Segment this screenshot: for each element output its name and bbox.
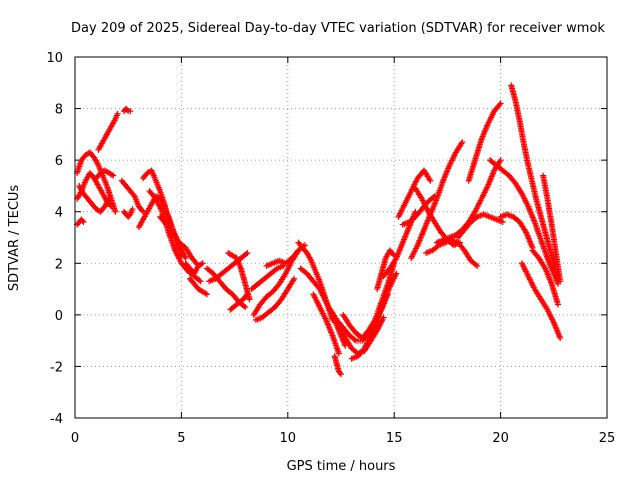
y-tick-label: 8	[55, 103, 63, 118]
data-point	[182, 255, 189, 262]
data-point	[243, 251, 250, 258]
plot-frame	[74, 56, 608, 419]
data-point	[557, 335, 564, 342]
series-track-au	[540, 172, 564, 285]
series-track-i	[120, 206, 136, 220]
data-point	[244, 291, 251, 298]
y-tick-label: 10	[46, 51, 63, 66]
series-track-ar	[508, 82, 562, 282]
series-track-ao	[465, 100, 504, 184]
x-tick-label: 0	[71, 431, 79, 446]
series-track-n	[186, 275, 210, 298]
x-tick-label: 25	[599, 431, 616, 446]
data-point	[196, 277, 203, 284]
series-track-aq	[497, 211, 536, 251]
data-point	[291, 275, 298, 282]
data-point	[199, 260, 206, 267]
data-point	[124, 106, 131, 113]
y-tick-label: 6	[55, 154, 63, 169]
series-track-ae	[348, 270, 400, 362]
data-point	[459, 139, 466, 146]
axis-ticks: 0 5 10 15 20 25 -4 -2 0 2 4 6 8 10	[46, 51, 615, 446]
series-track-af	[374, 247, 398, 293]
series-track-an	[455, 211, 506, 241]
data-point	[472, 261, 479, 268]
data-point	[336, 369, 343, 376]
series-track-s	[227, 291, 251, 313]
x-tick-label: 5	[177, 431, 185, 446]
data-point	[114, 110, 121, 117]
series-track-al	[423, 237, 481, 269]
data-point	[240, 303, 247, 310]
data-point	[497, 100, 504, 107]
data-point	[139, 207, 146, 214]
data-point	[390, 251, 397, 258]
series-track-g	[120, 105, 134, 115]
data-point	[110, 172, 117, 179]
series-track-at	[529, 247, 562, 308]
series-track-y	[297, 265, 349, 349]
data-point	[79, 217, 86, 224]
x-axis-label: GPS time / hours	[287, 459, 396, 474]
data-point	[246, 296, 253, 303]
series-track-ah	[395, 167, 434, 220]
chart-title: Day 209 of 2025, Sidereal Day-to-day VTE…	[71, 21, 605, 36]
data-point	[129, 206, 136, 213]
y-tick-label: 0	[55, 309, 63, 324]
data-point	[496, 101, 503, 108]
series-track-a	[74, 149, 119, 215]
y-tick-label: -2	[50, 360, 63, 375]
data-point	[335, 350, 342, 357]
y-tick-label: 4	[55, 206, 63, 221]
data-point	[499, 219, 506, 226]
data-point	[380, 314, 387, 321]
data-point	[126, 212, 133, 219]
y-tick-label: -4	[50, 412, 63, 427]
x-tick-label: 10	[280, 431, 297, 446]
series-track-as	[518, 260, 564, 342]
data-point	[393, 270, 400, 277]
data-point	[351, 336, 358, 343]
data-point	[497, 157, 504, 164]
series-track-v	[252, 275, 298, 324]
series-track-d	[93, 167, 117, 182]
series-track-o	[182, 260, 206, 277]
series-track-f	[74, 216, 87, 228]
series-track-c	[76, 182, 113, 215]
series-track-e	[95, 110, 121, 153]
data-point	[203, 291, 210, 298]
data-point	[555, 301, 562, 308]
data-point	[80, 219, 87, 226]
y-tick-label: 2	[55, 257, 63, 272]
data-point	[338, 371, 344, 378]
data-point	[108, 203, 115, 210]
series-track-t	[248, 262, 287, 293]
x-tick-label: 20	[492, 431, 509, 446]
data-points	[74, 82, 564, 378]
data-point	[244, 249, 251, 256]
data-point	[427, 177, 434, 184]
series-track-am	[433, 157, 504, 246]
data-point	[130, 191, 137, 198]
data-point	[112, 208, 119, 215]
data-point	[127, 108, 134, 115]
series-track-aa	[331, 353, 344, 378]
data-point	[557, 278, 564, 285]
data-point	[106, 195, 113, 202]
series-track-aj	[408, 139, 466, 262]
x-tick-label: 15	[386, 431, 403, 446]
series-track-z	[310, 291, 342, 357]
series-track-h	[118, 177, 147, 215]
data-point	[243, 292, 250, 299]
data-point	[474, 262, 481, 269]
data-point	[242, 304, 249, 311]
data-point	[197, 278, 204, 285]
y-axis-label: SDTVAR / TECUs	[7, 185, 22, 292]
